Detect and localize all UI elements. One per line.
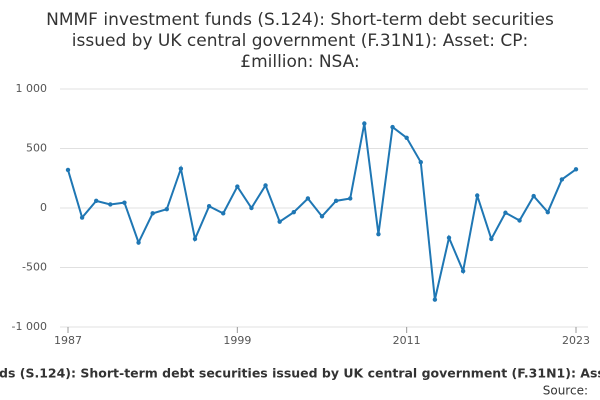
point: [249, 205, 254, 211]
chart-title: issued by UK central government (F.31N1)…: [72, 31, 528, 51]
point: [192, 236, 198, 242]
point: [164, 206, 169, 212]
point: [333, 198, 339, 204]
point: [460, 268, 466, 274]
point: [432, 297, 438, 302]
point: [178, 166, 184, 171]
point: [122, 200, 127, 205]
point: [65, 167, 71, 173]
x-tick-label: 1987: [54, 334, 82, 347]
point: [221, 211, 226, 216]
x-tick-label: 2011: [393, 334, 421, 347]
point: [150, 211, 155, 216]
y-tick-label: -1 000: [12, 320, 47, 333]
point: [531, 193, 536, 199]
point: [376, 231, 381, 237]
point: [319, 214, 325, 219]
point: [517, 218, 522, 223]
point: [404, 135, 409, 140]
chart-title: NMMF investment funds (S.124): Short-ter…: [46, 10, 554, 30]
point: [263, 183, 268, 188]
point: [136, 240, 141, 245]
point: [94, 198, 99, 204]
point: [390, 124, 395, 130]
point: [362, 121, 367, 126]
point: [277, 219, 282, 224]
line: [67, 123, 577, 300]
point: [206, 204, 212, 209]
point: [489, 236, 494, 242]
point: [305, 196, 311, 201]
point: [418, 159, 423, 165]
point: [108, 202, 113, 207]
point: [291, 209, 296, 215]
point: [545, 209, 550, 215]
y-tick-label: 500: [26, 142, 47, 155]
source: Source:: [543, 384, 588, 398]
point: [503, 210, 508, 215]
chart-title: £million: NSA:: [240, 52, 359, 72]
point: [348, 196, 353, 201]
x-axis-label: NMMF investment funds (S.124): Short-ter…: [0, 366, 600, 381]
point: [446, 235, 452, 240]
y-tick-label: 0: [40, 201, 47, 214]
y-tick-label: -500: [22, 261, 47, 274]
point: [235, 184, 240, 189]
point: [573, 167, 579, 172]
point: [559, 177, 565, 182]
point: [475, 193, 480, 198]
point: [79, 215, 85, 220]
x-tick-label: 1999: [223, 334, 251, 347]
x-tick-label: 2023: [562, 334, 590, 347]
y-tick-label: 1 000: [16, 82, 48, 95]
